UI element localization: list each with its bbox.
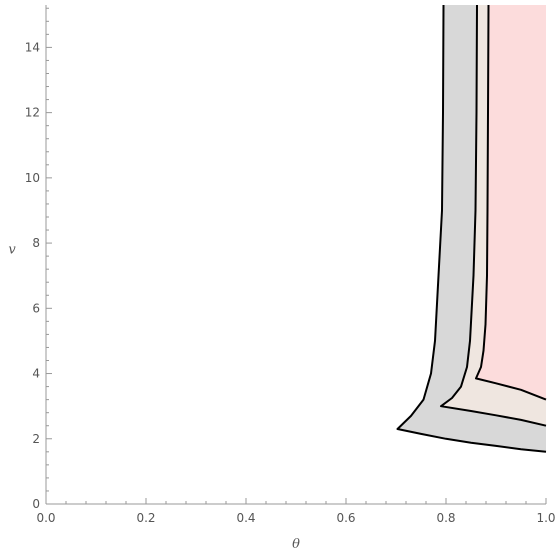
y-tick-label: 0 bbox=[32, 497, 40, 511]
y-axis-title: v bbox=[8, 243, 16, 258]
x-tick-label: 0.0 bbox=[36, 511, 55, 525]
y-tick-label: 8 bbox=[32, 236, 40, 250]
region-boundary-1 bbox=[396, 4, 547, 453]
x-tick-label: 1.0 bbox=[536, 511, 555, 525]
y-tick-label: 4 bbox=[32, 367, 40, 381]
region-fill-3 bbox=[476, 5, 546, 400]
x-tick-label: 0.6 bbox=[336, 511, 355, 525]
regions bbox=[396, 4, 547, 453]
x-tick-label: 0.2 bbox=[136, 511, 155, 525]
x-axis-title: θ bbox=[292, 537, 300, 552]
y-tick-label: 14 bbox=[25, 40, 40, 54]
region-boundary-3 bbox=[475, 4, 547, 401]
region-boundary-2 bbox=[440, 4, 547, 427]
y-tick-label: 6 bbox=[32, 301, 40, 315]
axes: 0.0 0.2 0.4 0.6 0.8 1.0 0 2 4 6 8 10 12 14 bbox=[25, 5, 556, 525]
y-tick-label: 10 bbox=[25, 171, 40, 185]
y-tick-label: 2 bbox=[32, 432, 40, 446]
x-tick-label: 0.8 bbox=[436, 511, 455, 525]
y-tick-label: 12 bbox=[25, 106, 40, 120]
x-tick-label: 0.4 bbox=[236, 511, 255, 525]
